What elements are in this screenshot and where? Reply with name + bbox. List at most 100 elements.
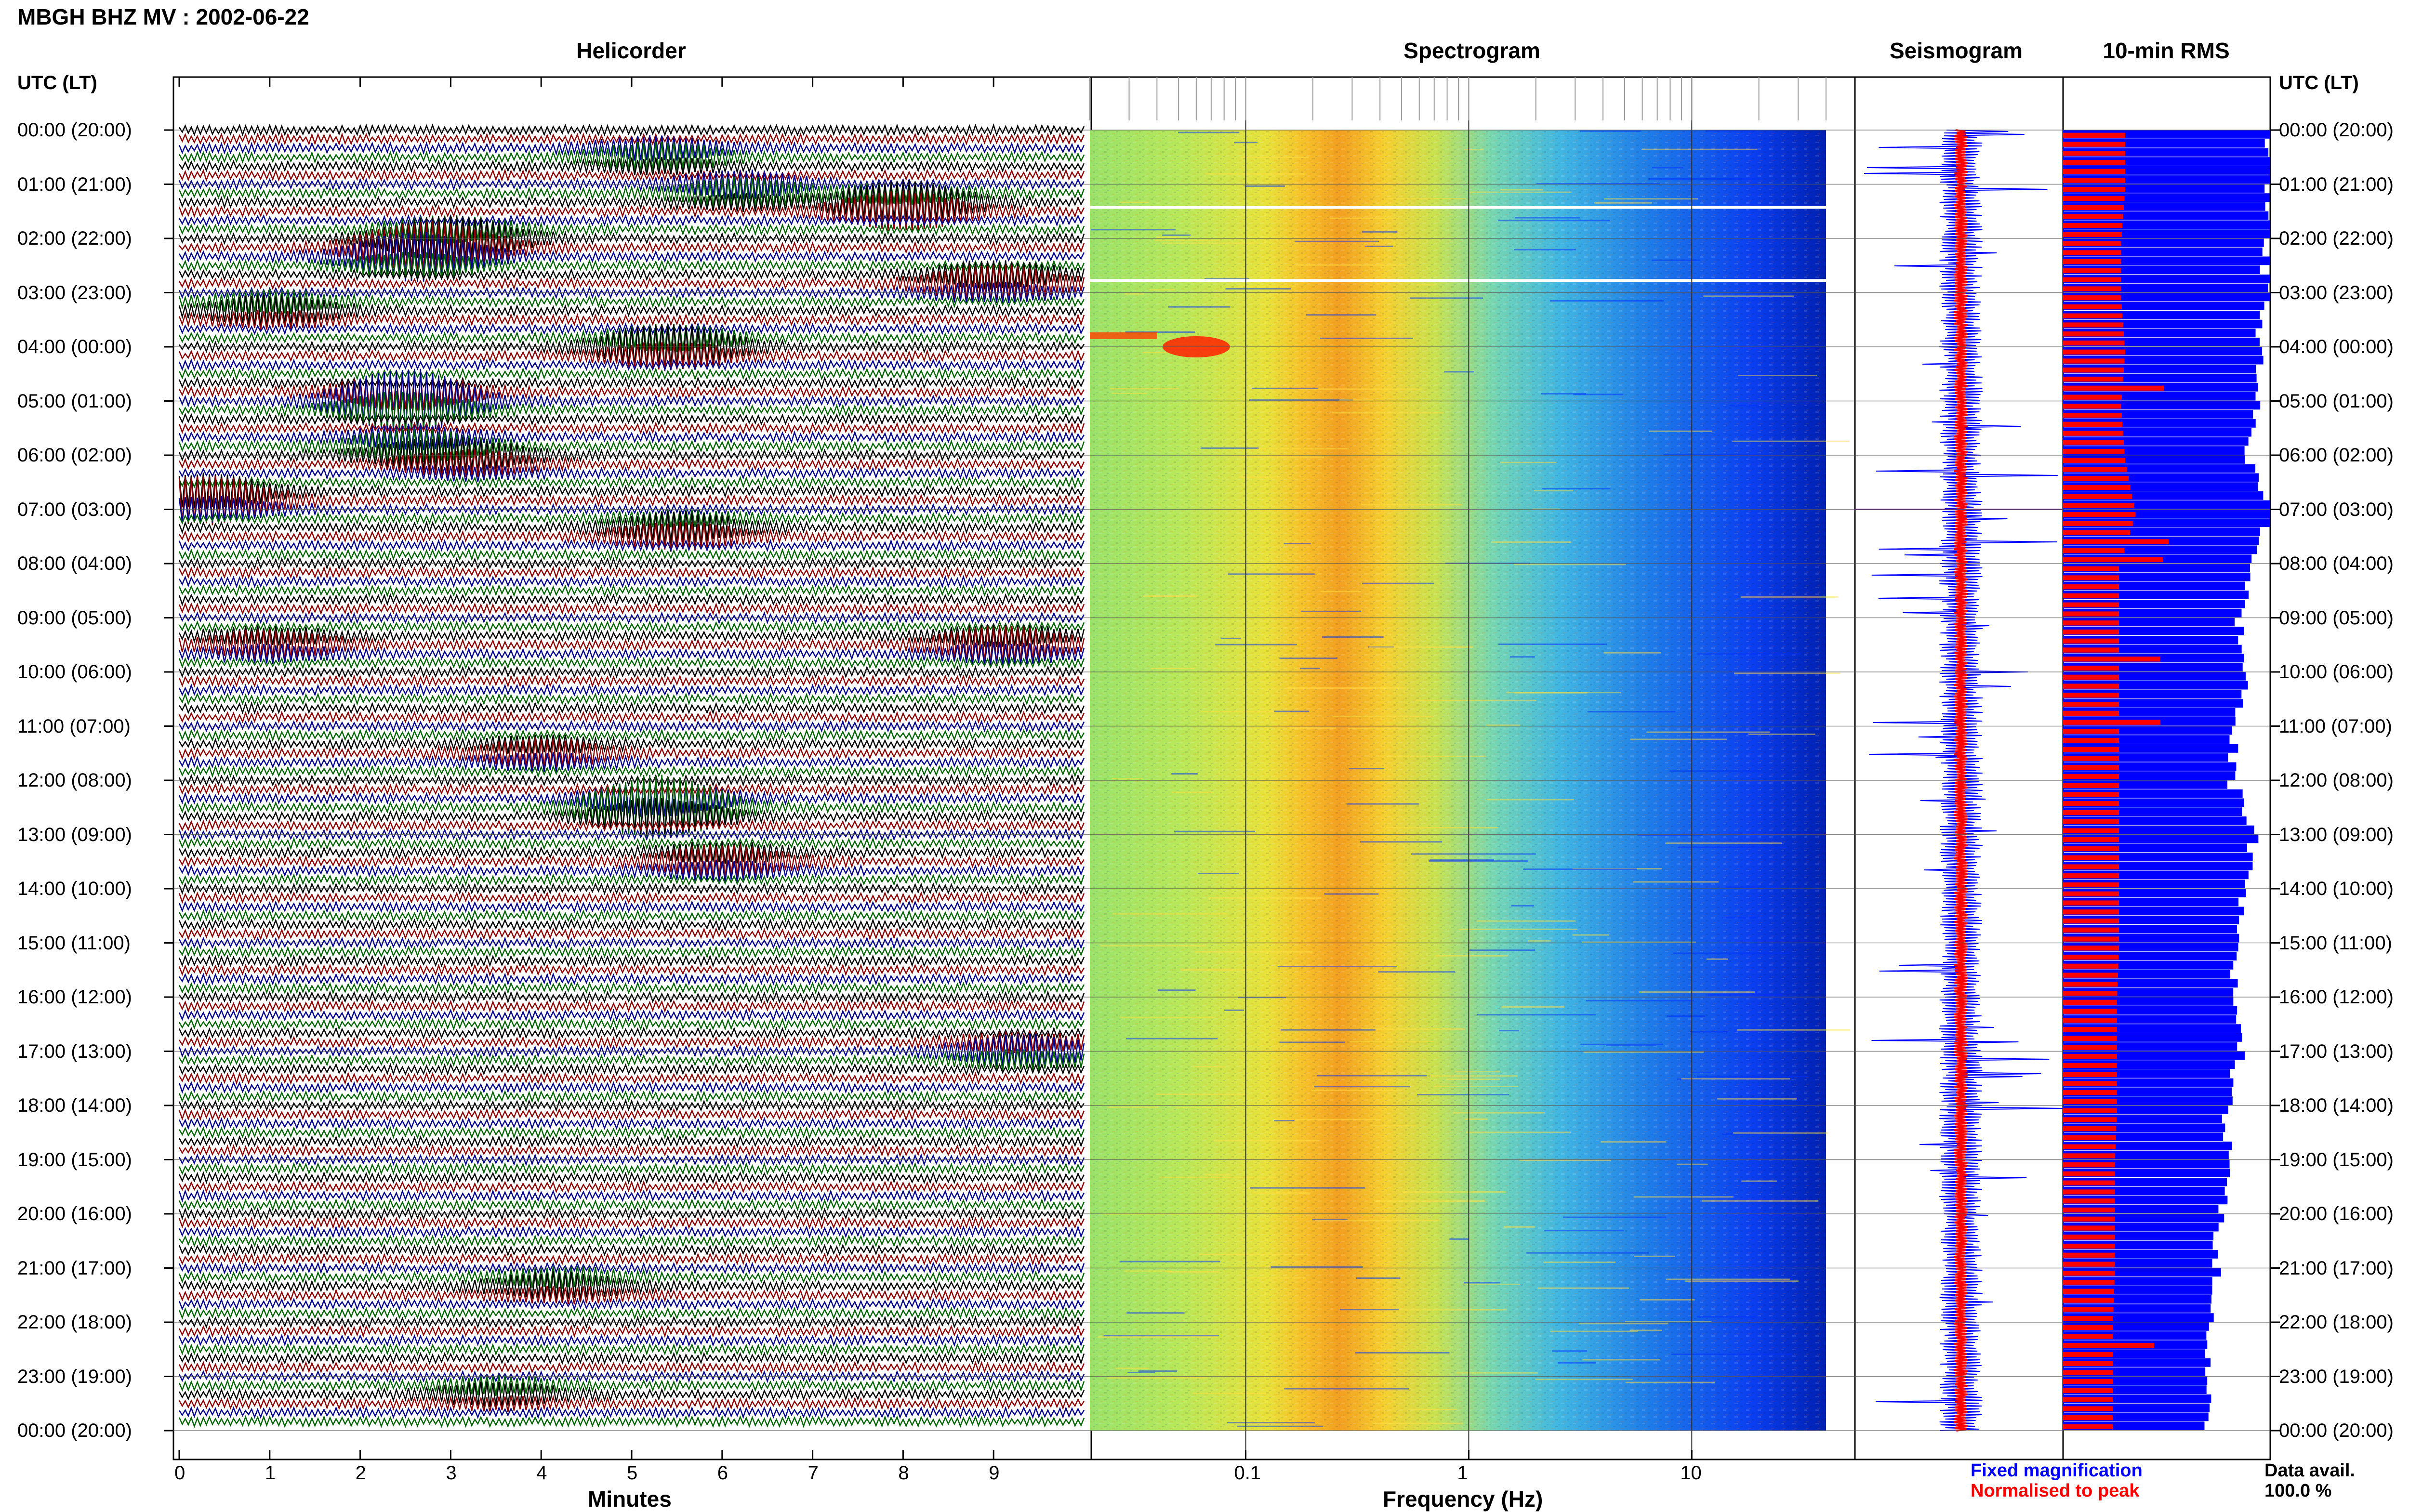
spectrogram-streak	[1411, 853, 1536, 855]
right-time-label: 20:00 (16:00)	[2279, 1203, 2394, 1224]
spectrogram-streak	[1476, 920, 1576, 922]
rms-bar-normalised	[2063, 1343, 2155, 1348]
helicorder-trace	[178, 449, 1085, 479]
spectrogram-streak	[1239, 456, 1324, 458]
helicorder-trace	[178, 464, 1085, 482]
rms-bar-normalised	[2063, 440, 2124, 445]
rms-bar-normalised	[2063, 1315, 2113, 1321]
helicorder-trace	[178, 324, 1085, 352]
rms-bar-normalised	[2063, 205, 2124, 210]
helicorder-trace	[178, 168, 1085, 182]
spectrogram-streak	[1106, 1377, 1207, 1379]
spectrogram-streak	[1250, 1187, 1365, 1189]
helicorder-trace	[178, 1026, 1085, 1040]
right-time-label: 13:00 (09:00)	[2279, 824, 2394, 845]
helicorder-trace	[178, 557, 1085, 570]
helicorder-trace	[178, 1144, 1085, 1157]
helicorder-trace	[178, 1375, 1085, 1396]
helicorder-trace	[178, 891, 1085, 905]
spectrogram-streak	[1205, 173, 1305, 175]
left-time-label: 20:00 (16:00)	[17, 1203, 132, 1224]
spectrogram-streak	[1722, 1133, 1793, 1135]
rms-bar-normalised	[2063, 602, 2119, 607]
spectrogram-streak	[1361, 504, 1462, 506]
spectrogram-streak	[1320, 337, 1413, 339]
spectrogram-streak	[1634, 1255, 1675, 1257]
spectrogram-streak	[1519, 1159, 1611, 1161]
helicorder-trace	[178, 142, 1085, 173]
spectrogram-streak	[1417, 284, 1437, 286]
spectrogram-streak	[1748, 733, 1815, 735]
helicorder-trace	[178, 945, 1085, 959]
spectrogram-streak	[1500, 461, 1557, 463]
helicorder-trace	[178, 509, 1085, 527]
helicorder-trace	[178, 1107, 1085, 1121]
left-time-label: 01:00 (21:00)	[17, 173, 132, 195]
helicorder-trace	[178, 548, 1085, 562]
spectrogram-streak	[1349, 768, 1385, 770]
helicorder-trace	[178, 1153, 1085, 1167]
right-time-label: 15:00 (11:00)	[2279, 932, 2392, 954]
helicorder-trace	[178, 213, 1085, 227]
spectrogram-streak	[1465, 1118, 1488, 1120]
rms-bar-normalised	[2063, 765, 2119, 770]
spectrogram-streak	[1453, 1112, 1545, 1114]
rms-bar-normalised	[2063, 1235, 2115, 1240]
helicorder-trace	[178, 900, 1085, 914]
spectrogram-streak	[1142, 595, 1199, 597]
spectrogram-streak	[1194, 951, 1313, 953]
helicorder-trace	[178, 157, 1085, 176]
spectrogram-streak	[1167, 1271, 1219, 1273]
spectrogram-streak	[1543, 1262, 1616, 1263]
rms-bar-normalised	[2063, 304, 2122, 310]
helicorder-trace	[178, 1008, 1085, 1022]
spectrogram-streak	[1639, 991, 1755, 993]
spectrogram-streak	[1377, 987, 1404, 989]
rms-bar-normalised	[2063, 467, 2127, 472]
left-time-label: 08:00 (04:00)	[17, 553, 132, 574]
right-time-label: 05:00 (01:00)	[2279, 390, 2394, 412]
helicorder-trace	[178, 421, 1085, 435]
spectrogram-streak	[1444, 371, 1474, 373]
rms-bar-normalised	[2063, 1370, 2113, 1375]
rms-bar-normalised	[2063, 385, 2164, 391]
seismogram-title: Seismogram	[1889, 38, 2023, 63]
rms-bar-normalised	[2063, 729, 2119, 734]
spectrogram-streak	[1271, 1266, 1363, 1268]
helicorder-trace	[178, 324, 1085, 371]
spectrogram-streak	[1339, 399, 1374, 401]
helicorder-tick-label: 1	[265, 1462, 276, 1484]
right-time-label: 08:00 (04:00)	[2279, 553, 2394, 574]
right-time-label: 22:00 (18:00)	[2279, 1312, 2394, 1333]
right-time-label: 04:00 (00:00)	[2279, 336, 2394, 357]
rms-bar-normalised	[2063, 1072, 2117, 1077]
rms-bars	[2063, 130, 2270, 1430]
helicorder-trace	[178, 169, 1085, 200]
helicorder-trace	[178, 882, 1085, 895]
rms-bar-normalised	[2063, 693, 2119, 698]
rms-bar-normalised	[2063, 1415, 2113, 1420]
helicorder-trace	[178, 1352, 1085, 1365]
rms-bar-normalised	[2063, 855, 2119, 860]
rms-bar-normalised	[2063, 394, 2122, 400]
helicorder-trace	[178, 190, 1085, 231]
spectrogram-streak	[1125, 1038, 1218, 1039]
spectrogram-streak	[1193, 1066, 1226, 1068]
spectrogram-streak	[1514, 249, 1576, 250]
spectrogram-streak	[1174, 830, 1256, 832]
spectrogram-streak	[1586, 999, 1694, 1001]
spectrogram-streak	[1630, 738, 1727, 740]
spectrogram-streak	[1160, 1176, 1277, 1178]
rms-bar-normalised	[2063, 611, 2119, 617]
rms-bar-normalised	[2063, 657, 2161, 662]
helicorder-trace	[178, 918, 1085, 932]
helicorder-trace	[178, 322, 1085, 336]
spectrogram-streak	[1501, 1006, 1565, 1008]
helicorder-trace	[178, 179, 1085, 224]
rms-bar-normalised	[2063, 1117, 2117, 1122]
right-time-label: 18:00 (14:00)	[2279, 1095, 2394, 1116]
spectrogram-streak	[1717, 1098, 1797, 1100]
spectrogram-streak	[1386, 827, 1498, 828]
utc-left-header: UTC (LT)	[17, 72, 97, 93]
spectrogram-streak	[1312, 1219, 1348, 1221]
